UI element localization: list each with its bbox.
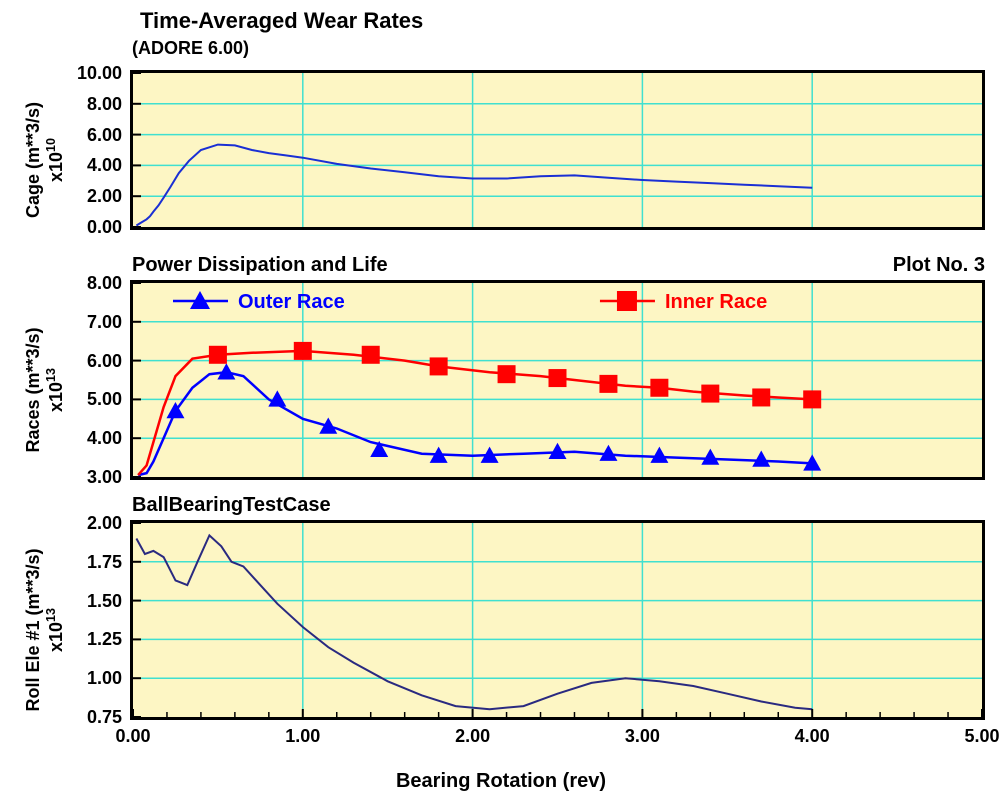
- plot-svg-races: Outer Race Inner Race: [133, 283, 982, 477]
- ytick-rollele-0: 0.75: [72, 707, 122, 728]
- marker-inner-race: [498, 365, 516, 383]
- plot-frame-races: Outer Race Inner Race: [130, 280, 985, 480]
- ytick-rollele-2: 1.25: [72, 629, 122, 650]
- panel-title-right-races: Plot No. 3: [893, 254, 985, 277]
- xtick-0: 0.00: [115, 726, 150, 747]
- marker-outer-race: [319, 418, 337, 434]
- marker-inner-race: [362, 346, 380, 364]
- marker-inner-race: [209, 346, 227, 364]
- ytick-rollele-5: 2.00: [72, 513, 122, 534]
- ytick-rollele-4: 1.75: [72, 552, 122, 573]
- marker-inner-race: [599, 375, 617, 393]
- y-label-rollele: Roll Ele #1 (m**3/s)x1013: [23, 530, 67, 730]
- chart-page: { "layout": { "width": 1002, "height": 8…: [0, 0, 1002, 812]
- marker-outer-race: [650, 447, 668, 463]
- legend-outer-race: Outer Race: [238, 291, 345, 313]
- marker-inner-race: [752, 388, 770, 406]
- ytick-cage-5: 10.00: [72, 63, 122, 84]
- marker-inner-race: [650, 379, 668, 397]
- marker-outer-race: [217, 363, 235, 379]
- marker-inner-race: [549, 369, 567, 387]
- series-cage-wear: [136, 145, 812, 226]
- legend-inner-race: Inner Race: [665, 291, 767, 313]
- marker-outer-race: [752, 451, 770, 467]
- marker-outer-race: [549, 443, 567, 459]
- ytick-races-1: 4.00: [72, 428, 122, 449]
- ytick-races-0: 3.00: [72, 467, 122, 488]
- xtick-4: 4.00: [795, 726, 830, 747]
- chart-subtitle: (ADORE 6.00): [132, 38, 249, 59]
- plot-svg-rollele: [133, 523, 982, 717]
- marker-inner-race: [803, 390, 821, 408]
- ytick-rollele-1: 1.00: [72, 668, 122, 689]
- panel-title-races: Power Dissipation and Life: [132, 254, 388, 277]
- marker-inner-race: [430, 357, 448, 375]
- marker-outer-race: [268, 390, 286, 406]
- ytick-races-4: 7.00: [72, 312, 122, 333]
- y-label-cage: Cage (m**3/s)x1010: [23, 60, 67, 260]
- ytick-cage-3: 6.00: [72, 125, 122, 146]
- xtick-3: 3.00: [625, 726, 660, 747]
- plot-frame-cage: [130, 70, 985, 230]
- chart-title: Time-Averaged Wear Rates: [140, 8, 423, 34]
- xtick-5: 5.00: [964, 726, 999, 747]
- plot-svg-cage: [133, 73, 982, 227]
- ytick-cage-1: 2.00: [72, 186, 122, 207]
- ytick-cage-2: 4.00: [72, 155, 122, 176]
- marker-inner-race: [294, 342, 312, 360]
- ytick-rollele-3: 1.50: [72, 591, 122, 612]
- marker-outer-race: [701, 449, 719, 465]
- panel-title-rollele: BallBearingTestCase: [132, 494, 331, 517]
- x-axis-label: Bearing Rotation (rev): [0, 770, 1002, 793]
- ytick-races-3: 6.00: [72, 351, 122, 372]
- marker-inner-race: [701, 385, 719, 403]
- ytick-races-5: 8.00: [72, 273, 122, 294]
- plot-frame-rollele: [130, 520, 985, 720]
- y-label-races: Races (m**3/s)x1013: [23, 290, 67, 490]
- xtick-1: 1.00: [285, 726, 320, 747]
- xtick-2: 2.00: [455, 726, 490, 747]
- ytick-cage-0: 0.00: [72, 217, 122, 238]
- ytick-cage-4: 8.00: [72, 94, 122, 115]
- ytick-races-2: 5.00: [72, 389, 122, 410]
